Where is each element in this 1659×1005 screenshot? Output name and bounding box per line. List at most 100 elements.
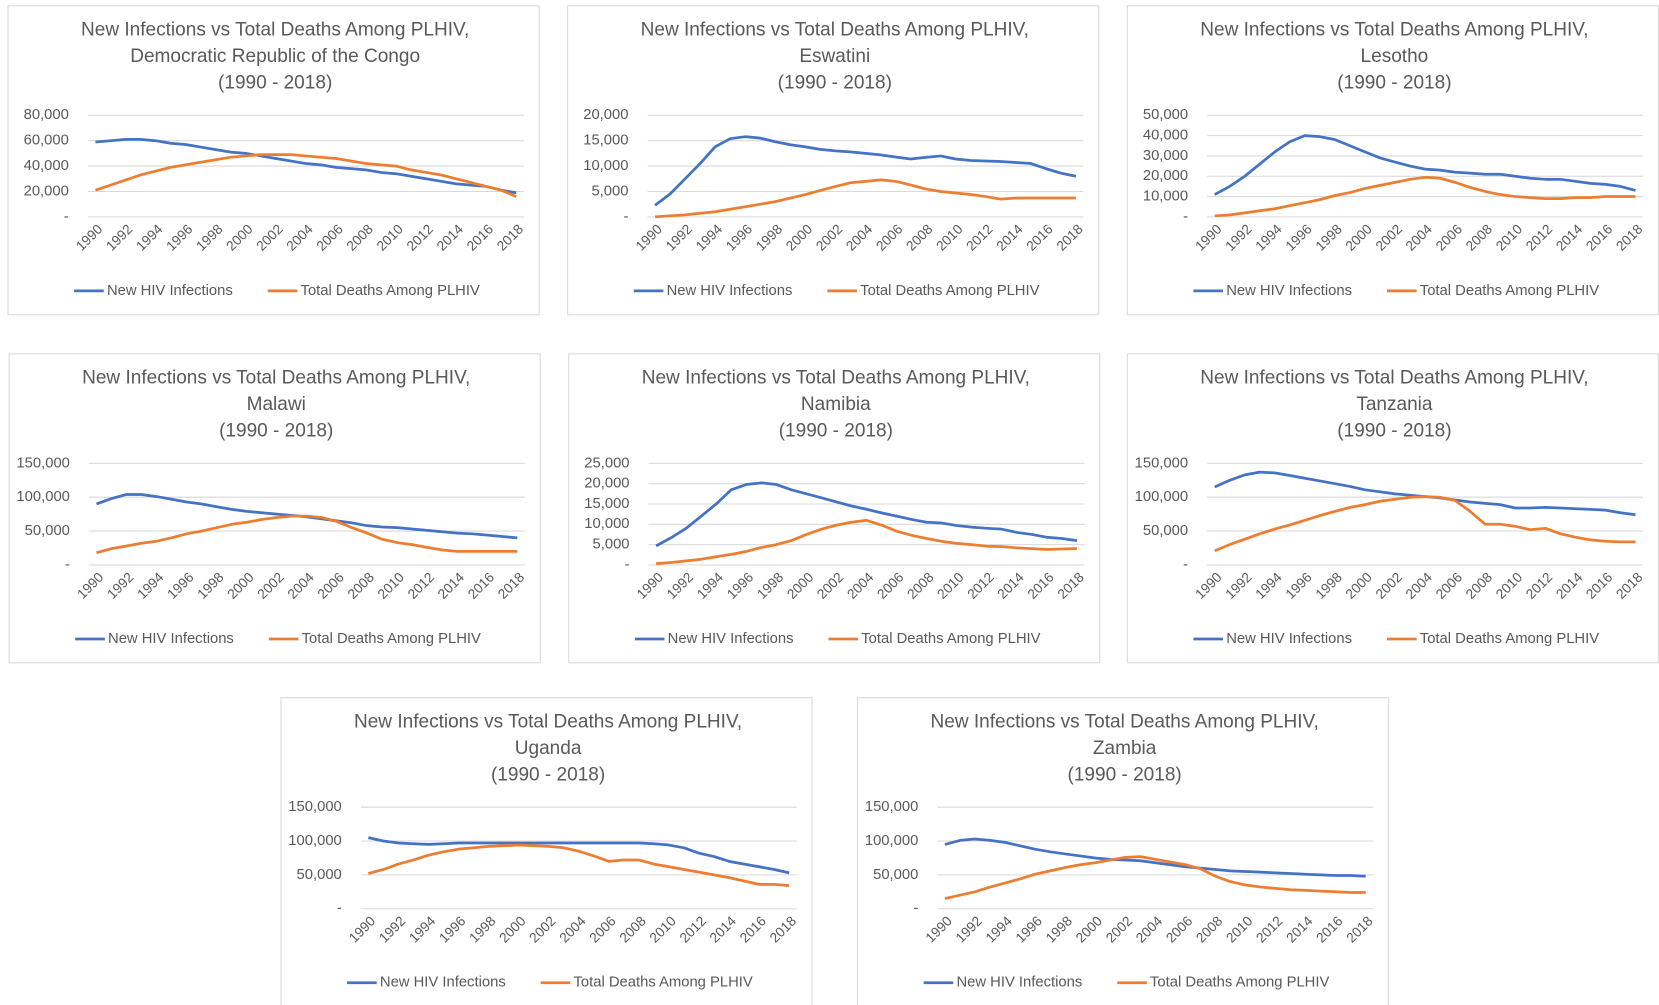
chart-panel: New Infections vs Total Deaths Among PLH… [1126,353,1659,664]
y-tick-label: - [64,209,69,225]
chart-title: Zambia [1093,738,1157,759]
series-line [1214,175,1636,218]
y-tick-label: 100,000 [16,489,70,505]
chart-title: New Infections vs Total Deaths Among PLH… [354,712,742,733]
y-tick-label: 150,000 [865,799,919,815]
chart-title: New Infections vs Total Deaths Among PLH… [931,712,1319,733]
legend-label: Total Deaths Among PLHIV [1420,631,1599,647]
chart-panel: New Infections vs Total Deaths Among PLH… [567,5,1100,316]
legend-label: Total Deaths Among PLHIV [302,631,481,647]
chart-title: (1990 - 2018) [491,764,605,785]
chart-title: Malawi [247,394,306,415]
series-line [95,138,517,195]
y-tick-label: 150,000 [1135,455,1189,471]
chart-frame [857,697,1390,1005]
chart-title: (1990 - 2018) [218,73,332,94]
chart-title: New Infections vs Total Deaths Among PLH… [641,20,1029,41]
y-tick-label: 50,000 [1143,107,1188,123]
series-line [944,837,1366,878]
y-tick-label: 5,000 [593,537,630,553]
y-tick-label: 50,000 [1143,523,1188,539]
y-tick-label: 20,000 [1143,168,1188,184]
series-line [654,178,1076,219]
y-tick-label: - [624,209,629,225]
y-tick-label: 10,000 [584,516,629,532]
y-tick-label: - [65,557,70,573]
legend-label: Total Deaths Among PLHIV [860,283,1039,299]
legend-label: New HIV Infections [668,631,794,647]
y-tick-label: 100,000 [865,833,919,849]
chart-title: Namibia [801,394,871,415]
chart-title: (1990 - 2018) [778,73,892,94]
legend-label: New HIV Infections [1226,631,1352,647]
chart-title: (1990 - 2018) [219,421,333,442]
series-line [368,843,790,888]
legend-label: Total Deaths Among PLHIV [573,975,752,991]
chart-title: Tanzania [1356,394,1433,415]
y-tick-label: 10,000 [583,158,628,174]
chart-title: Lesotho [1361,46,1429,67]
y-tick-label: - [1183,557,1188,573]
chart-title: New Infections vs Total Deaths Among PLH… [82,368,470,389]
y-tick-label: 15,000 [583,133,628,149]
chart-panel: New Infections vs Total Deaths Among PLH… [857,697,1390,1005]
chart-title: (1990 - 2018) [1068,764,1182,785]
y-tick-label: 150,000 [288,799,342,815]
series-line [1214,134,1636,196]
y-tick-label: - [337,901,342,917]
y-tick-label: 50,000 [25,523,70,539]
chart-panel: New Infections vs Total Deaths Among PLH… [1126,5,1659,316]
chart-title: New Infections vs Total Deaths Among PLH… [642,368,1030,389]
y-tick-label: - [913,901,918,917]
y-tick-label: 150,000 [16,455,70,471]
y-tick-label: 25,000 [584,455,629,471]
y-tick-label: 20,000 [584,476,629,492]
legend-label: New HIV Infections [107,283,233,299]
y-tick-label: 20,000 [24,183,69,199]
chart-title: Eswatini [799,46,870,67]
chart-title: New Infections vs Total Deaths Among PLH… [1200,368,1588,389]
y-tick-label: 10,000 [1143,188,1188,204]
y-tick-label: 20,000 [583,107,628,123]
legend-label: Total Deaths Among PLHIV [301,283,480,299]
chart-title: New Infections vs Total Deaths Among PLH… [1200,20,1588,41]
series-line [655,481,1078,548]
chart-panel: New Infections vs Total Deaths Among PLH… [280,697,813,1005]
chart-title: (1990 - 2018) [779,421,893,442]
y-tick-label: 80,000 [24,107,69,123]
y-tick-label: 15,000 [584,496,629,512]
chart-frame [568,353,1101,664]
series-line [368,836,790,875]
chart-panel: New Infections vs Total Deaths Among PLH… [568,353,1101,664]
chart-panel: New Infections vs Total Deaths Among PLH… [7,5,540,316]
series-line [656,518,1077,566]
chart-title: (1990 - 2018) [1337,421,1451,442]
series-line [96,514,518,555]
y-tick-label: - [625,557,630,573]
legend-label: Total Deaths Among PLHIV [1150,975,1329,991]
legend-label: New HIV Infections [380,975,506,991]
chart-panel: New Infections vs Total Deaths Among PLH… [8,353,541,664]
y-tick-label: 60,000 [24,133,69,149]
y-tick-label: - [1183,209,1188,225]
chart-frame [7,5,540,316]
chart-frame [8,353,541,664]
y-tick-label: 50,000 [297,867,342,883]
legend-label: Total Deaths Among PLHIV [1420,283,1599,299]
legend-label: Total Deaths Among PLHIV [861,631,1040,647]
chart-frame [567,5,1100,316]
series-line [944,855,1366,900]
y-tick-label: 40,000 [24,158,69,174]
y-tick-label: 100,000 [1135,489,1189,505]
chart-title: Democratic Republic of the Congo [130,46,420,67]
legend-label: New HIV Infections [956,975,1082,991]
chart-title: (1990 - 2018) [1337,73,1451,94]
legend-label: New HIV Infections [108,631,234,647]
series-line [654,135,1077,207]
series-line [94,153,517,198]
y-tick-label: 50,000 [873,867,918,883]
chart-title: New Infections vs Total Deaths Among PLH… [81,20,469,41]
series-line [1214,495,1636,553]
